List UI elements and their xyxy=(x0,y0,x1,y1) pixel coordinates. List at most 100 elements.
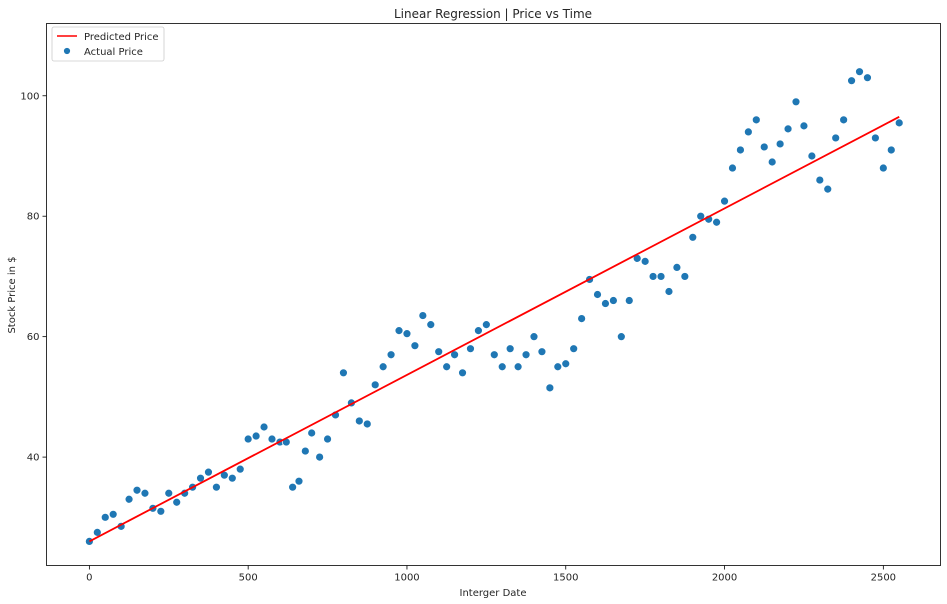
data-point xyxy=(156,506,166,516)
data-point xyxy=(624,296,634,305)
plot-area xyxy=(84,67,904,546)
data-point xyxy=(759,142,769,152)
data-point xyxy=(561,359,571,369)
data-point xyxy=(466,344,475,354)
y-axis-label: Stock Price in $ xyxy=(7,256,18,333)
data-point xyxy=(458,368,467,378)
data-point xyxy=(815,175,825,185)
data-point xyxy=(386,350,396,360)
data-point xyxy=(426,320,436,330)
data-point xyxy=(577,314,587,323)
data-point xyxy=(894,118,904,128)
y-tick-label: 60 xyxy=(27,332,40,343)
data-point xyxy=(505,344,515,354)
data-point xyxy=(370,380,380,390)
y-tick-label: 100 xyxy=(20,91,39,102)
data-point xyxy=(497,362,507,372)
data-point xyxy=(521,350,531,360)
data-point xyxy=(474,326,483,336)
data-point xyxy=(402,329,412,339)
data-point xyxy=(664,287,674,296)
data-point xyxy=(616,332,626,342)
x-tick-label: 0 xyxy=(86,573,92,584)
data-point xyxy=(243,434,253,444)
data-point xyxy=(434,347,444,357)
x-tick-label: 1500 xyxy=(553,573,578,584)
data-point xyxy=(736,145,745,155)
data-point xyxy=(227,473,237,483)
data-point xyxy=(545,383,555,393)
x-tick-label: 1000 xyxy=(394,573,419,584)
data-point xyxy=(601,299,610,308)
data-point xyxy=(267,434,277,444)
data-point xyxy=(886,145,896,155)
data-point xyxy=(656,272,666,281)
chart-title: Linear Regression | Price vs Time xyxy=(394,7,592,21)
data-point xyxy=(807,151,817,161)
data-point xyxy=(172,497,182,507)
x-axis-label: Interger Date xyxy=(460,588,527,599)
data-point xyxy=(235,464,245,474)
data-point xyxy=(783,124,793,134)
data-point xyxy=(323,434,332,444)
data-point xyxy=(767,157,777,167)
data-point xyxy=(489,350,499,360)
data-point xyxy=(569,344,579,354)
y-tick-label: 40 xyxy=(27,453,40,464)
y-tick-label: 80 xyxy=(27,212,40,223)
data-point xyxy=(593,290,602,299)
y-axis: 40 60 80 100 xyxy=(20,91,47,464)
data-point xyxy=(339,368,348,378)
data-point xyxy=(720,196,729,206)
legend-label-actual: Actual Price xyxy=(84,47,143,58)
data-point xyxy=(529,332,539,342)
data-point xyxy=(847,76,856,86)
data-point xyxy=(294,476,304,486)
data-point xyxy=(751,115,761,125)
x-axis: 0 500 1000 1500 2000 2500 xyxy=(86,565,896,584)
data-point xyxy=(680,272,690,281)
data-point xyxy=(553,362,563,372)
data-point xyxy=(537,347,547,357)
data-point xyxy=(823,184,833,194)
data-point xyxy=(855,67,864,77)
data-point xyxy=(251,431,261,441)
data-point xyxy=(839,115,849,125)
data-point xyxy=(672,262,682,272)
data-point xyxy=(354,416,364,426)
data-point xyxy=(410,341,420,351)
data-point xyxy=(791,97,801,107)
data-point xyxy=(164,488,174,498)
data-point xyxy=(108,509,118,519)
data-point xyxy=(132,485,142,495)
data-point xyxy=(513,362,523,372)
data-point xyxy=(863,73,872,83)
data-point xyxy=(870,133,880,143)
data-point xyxy=(878,163,888,173)
data-point xyxy=(442,362,452,372)
data-point xyxy=(100,512,110,522)
data-point xyxy=(418,311,428,320)
data-point xyxy=(378,362,388,372)
data-point xyxy=(288,482,298,492)
data-point xyxy=(743,127,753,137)
data-point xyxy=(728,163,737,173)
regression-line xyxy=(88,116,900,543)
axes-frame xyxy=(46,23,941,566)
legend-box xyxy=(51,26,165,62)
x-tick-label: 2000 xyxy=(712,573,737,584)
data-point xyxy=(307,428,317,438)
data-point xyxy=(608,296,618,305)
data-point xyxy=(212,482,221,492)
data-point xyxy=(775,139,785,149)
data-point xyxy=(394,326,404,336)
legend: Predicted Price Actual Price xyxy=(51,26,165,62)
data-point xyxy=(648,272,658,281)
x-tick-label: 2500 xyxy=(871,573,896,584)
data-point xyxy=(259,422,269,432)
data-point xyxy=(688,232,698,242)
data-point xyxy=(481,320,491,330)
data-point xyxy=(640,256,650,266)
